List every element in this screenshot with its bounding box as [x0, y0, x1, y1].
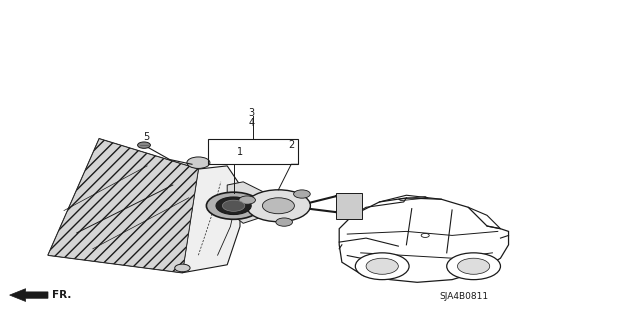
Polygon shape: [182, 166, 240, 273]
Circle shape: [175, 264, 190, 272]
Text: FR.: FR.: [52, 290, 72, 300]
Circle shape: [294, 190, 310, 198]
Text: 2: 2: [288, 140, 294, 150]
Circle shape: [447, 253, 500, 280]
Ellipse shape: [216, 197, 251, 215]
Circle shape: [187, 157, 210, 168]
Text: 1: 1: [237, 147, 243, 158]
Ellipse shape: [206, 192, 261, 219]
Circle shape: [458, 258, 490, 274]
Text: 3: 3: [248, 108, 255, 118]
Polygon shape: [227, 182, 262, 223]
Polygon shape: [10, 289, 48, 301]
Circle shape: [138, 142, 150, 148]
Text: SJA4B0811: SJA4B0811: [440, 292, 488, 301]
Circle shape: [355, 253, 409, 280]
Polygon shape: [336, 193, 362, 219]
Circle shape: [366, 258, 398, 274]
Polygon shape: [48, 139, 198, 273]
Circle shape: [276, 218, 292, 226]
Text: 5: 5: [143, 132, 149, 142]
Circle shape: [239, 196, 255, 204]
Polygon shape: [48, 139, 198, 273]
Ellipse shape: [246, 190, 310, 222]
Circle shape: [262, 198, 294, 214]
Ellipse shape: [223, 200, 244, 211]
Text: 4: 4: [248, 118, 255, 128]
